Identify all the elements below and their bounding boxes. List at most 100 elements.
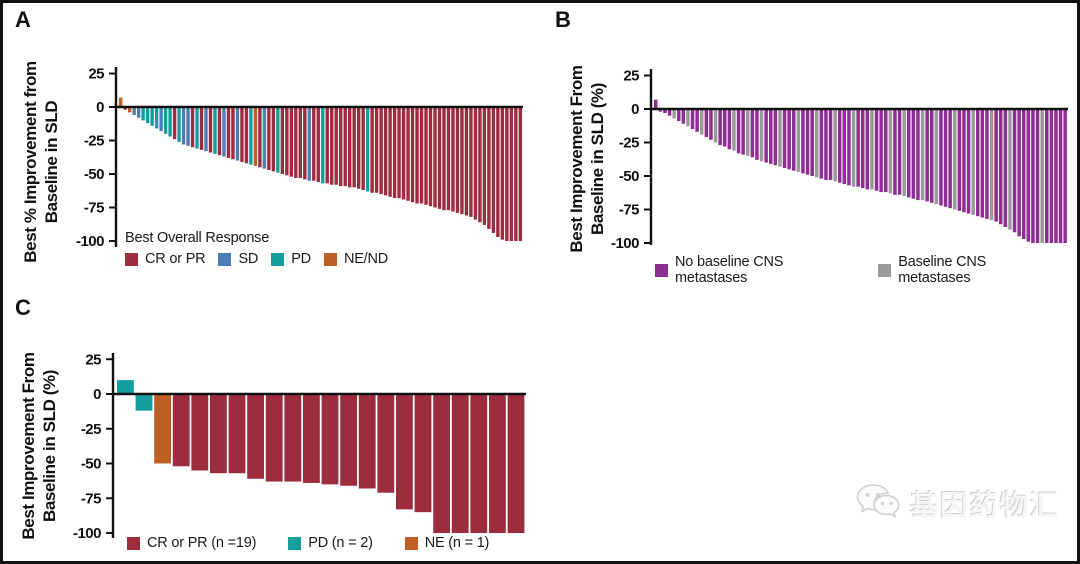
y-tick-label: -25 <box>619 135 639 152</box>
bar <box>796 109 801 172</box>
bar <box>704 109 709 138</box>
bar <box>999 109 1003 225</box>
bar <box>262 107 267 169</box>
bar <box>150 107 154 126</box>
bar <box>383 107 388 196</box>
bar <box>1035 109 1040 243</box>
bar <box>154 394 171 464</box>
y-tick-label: 25 <box>88 66 104 83</box>
bar <box>953 109 957 210</box>
bar <box>723 109 727 147</box>
bar <box>755 109 759 160</box>
legend-a: Best Overall Response CR or PR SD PD NE/… <box>125 230 401 267</box>
bar <box>509 107 514 241</box>
bar <box>339 107 343 187</box>
bar <box>181 107 186 145</box>
bar <box>358 394 376 489</box>
bar <box>897 109 902 195</box>
bar <box>847 109 851 186</box>
bar <box>939 109 943 206</box>
y-tick-label: -75 <box>619 202 639 219</box>
y-tick-label: -75 <box>84 200 104 217</box>
panel-c: C Best Improvement From Baseline in SLD … <box>3 293 563 561</box>
bar <box>764 109 768 163</box>
bar <box>801 109 805 174</box>
bar <box>265 394 283 482</box>
bar <box>414 394 432 513</box>
legend-row: No baseline CNS metastases Baseline CNS … <box>655 254 1077 286</box>
bar <box>172 394 190 467</box>
bar <box>1040 109 1044 243</box>
bar <box>222 107 226 157</box>
bar <box>888 109 893 194</box>
watermark-text: 基因药物汇 <box>910 490 1061 521</box>
bar <box>920 109 925 201</box>
bar <box>861 109 865 189</box>
bar <box>663 109 667 114</box>
legend-title: Best Overall Response <box>125 230 270 246</box>
bar <box>514 107 518 241</box>
bar <box>397 107 401 199</box>
bar <box>989 109 994 221</box>
bar <box>424 107 428 205</box>
y-tick-label: 0 <box>631 101 639 118</box>
legend-item-ne: NE (n = 1) <box>404 535 489 551</box>
bar <box>334 107 338 185</box>
bar <box>316 107 320 183</box>
y-tick-label: -25 <box>81 421 101 438</box>
panel-b: B Best Improvement From Baseline in SLD … <box>543 3 1077 293</box>
bar <box>930 109 934 203</box>
bar <box>437 107 442 209</box>
y-tick-label: -100 <box>73 525 101 542</box>
legend-item-label: SD <box>238 251 259 267</box>
pd-swatch <box>288 536 302 550</box>
bar <box>145 107 150 124</box>
bar <box>361 107 365 191</box>
bar <box>491 107 496 233</box>
bar <box>1012 109 1017 233</box>
panel-letter-c: C <box>15 295 31 320</box>
bar <box>709 109 713 140</box>
bar <box>672 109 676 119</box>
bar <box>428 107 433 207</box>
sd-swatch <box>218 252 232 266</box>
legend-item-pd: PD (n = 2) <box>288 535 373 551</box>
bar <box>289 107 294 177</box>
bar <box>455 107 460 213</box>
bar <box>943 109 948 207</box>
bar <box>356 107 361 189</box>
legend-item-sd: SD <box>218 251 258 267</box>
bar <box>442 107 446 211</box>
bar <box>980 109 985 218</box>
bar <box>228 394 246 474</box>
y-tick-label: -50 <box>84 166 104 183</box>
y-tick-label: 0 <box>96 99 104 116</box>
bar <box>870 109 874 190</box>
bar <box>695 109 699 132</box>
bar <box>805 109 810 175</box>
bar <box>677 109 681 122</box>
bar <box>119 97 123 107</box>
bar <box>303 394 320 483</box>
bar <box>1054 109 1058 243</box>
bar <box>879 109 883 193</box>
bar <box>325 107 329 184</box>
y-tick-label: 0 <box>93 386 101 403</box>
bar <box>127 107 132 113</box>
y-tick-label: -100 <box>611 235 639 252</box>
legend-c: CR or PR (n =19) PD (n = 2) NE (n = 1) <box>127 535 521 551</box>
panel-a: A Best % Improvement from Baseline in SL… <box>3 3 543 293</box>
bar <box>787 109 791 170</box>
bar <box>231 107 235 160</box>
bar <box>658 109 663 112</box>
bar <box>1026 109 1031 242</box>
no-cns-swatch <box>655 263 668 277</box>
bar <box>518 107 523 241</box>
bar <box>1017 109 1021 237</box>
bar <box>258 107 262 168</box>
bar <box>406 107 410 201</box>
bar <box>172 107 177 140</box>
bar <box>966 109 971 214</box>
bar <box>778 109 782 167</box>
cns-swatch <box>878 263 892 277</box>
